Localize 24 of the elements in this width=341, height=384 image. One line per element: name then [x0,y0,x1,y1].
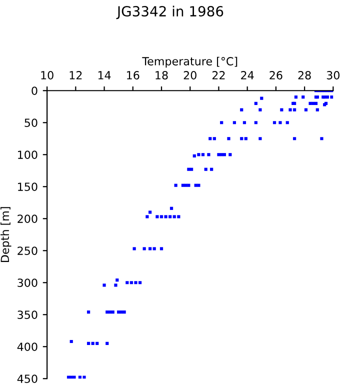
x-tick-label: 16 [127,71,140,80]
x-axis-title: Temperature [°C] [142,56,238,68]
y-tick-label: 350 [18,310,38,320]
x-tick-label: 30 [326,71,340,80]
x-tick-label: 18 [156,71,168,80]
x-tick-label: 14 [98,71,111,80]
y-tick-label: 450 [17,374,38,384]
chart-title: JG3342 in 1986 [116,6,224,20]
x-tick-label: 26 [270,71,282,80]
y-tick-label: 300 [18,278,38,288]
x-tick-label: 20 [184,71,196,80]
x-tick-label: 10 [41,71,54,80]
x-tick-label: 22 [212,71,225,80]
x-tick-label: 24 [241,71,254,80]
y-tick-label: 250 [18,246,38,256]
y-tick-label: 100 [18,150,38,160]
x-tick-label: 28 [298,71,311,80]
y-tick-label: 150 [18,182,38,192]
y-axis-title: Depth [m] [0,207,12,262]
y-tick-label: 50 [24,118,38,128]
y-tick-label: 0 [32,86,38,96]
x-tick-label: 12 [70,71,82,80]
y-tick-label: 200 [18,214,38,224]
y-tick-label: 400 [17,342,38,352]
